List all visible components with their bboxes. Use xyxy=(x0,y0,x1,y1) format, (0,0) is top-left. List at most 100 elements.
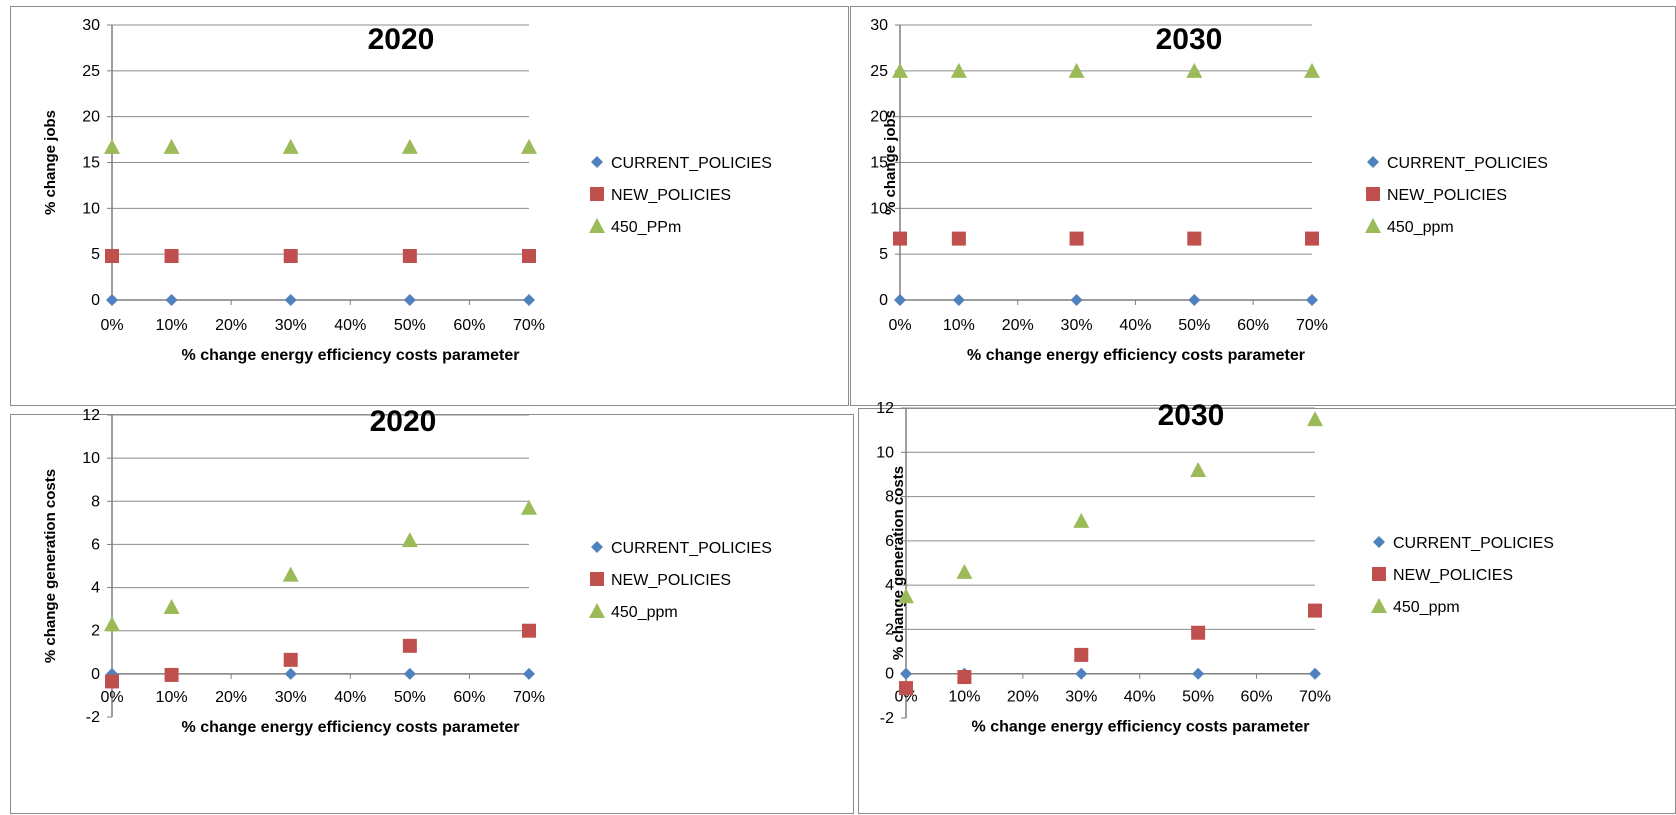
data-point-square xyxy=(283,249,298,263)
x-tick-label: 60% xyxy=(1237,317,1269,334)
y-tick-label: 30 xyxy=(82,17,100,34)
y-tick-label: 20 xyxy=(870,109,888,126)
data-point-square xyxy=(164,667,179,682)
x-axis-label: % change energy efficiency costs paramet… xyxy=(182,347,520,364)
data-point-triangle xyxy=(282,566,299,582)
chart-panel-generation-costs-2020: -2 0 2 4 6 8 10 12 0% 10% 20% 30% 40% 50% 60% 70% % chan… xyxy=(10,405,854,814)
legend-marker-diamond xyxy=(591,541,603,553)
y-tick-label: 4 xyxy=(885,577,894,594)
y-tick-label: -2 xyxy=(880,710,894,727)
x-tick-label: 60% xyxy=(453,689,485,706)
data-point-square xyxy=(283,652,298,667)
legend-marker-square xyxy=(590,187,604,201)
data-point-square xyxy=(951,231,966,246)
data-point-triangle xyxy=(104,616,120,632)
data-point-diamond xyxy=(165,294,178,306)
y-axis-label: % change jobs xyxy=(42,110,59,215)
x-tick-label: 70% xyxy=(1296,317,1328,334)
data-point-diamond xyxy=(894,294,906,306)
data-point-square xyxy=(899,681,913,696)
y-tick-label: 10 xyxy=(870,200,888,217)
y-axis-label: % change generation costs xyxy=(42,469,59,663)
y-tick-label: 0 xyxy=(91,292,100,309)
data-point-triangle xyxy=(521,499,537,515)
y-tick-label: 8 xyxy=(91,493,100,510)
y-tick-label: 15 xyxy=(82,155,100,172)
x-tick-label: 50% xyxy=(1182,689,1214,706)
y-tick-label: 0 xyxy=(879,292,888,309)
y-tick-label: -2 xyxy=(86,709,100,726)
data-point-square xyxy=(105,674,119,689)
chart-panel-generation-costs-2030: -2 0 2 4 6 8 10 12 0% 10% 20% 30% 40% 50% 60% 70%% chan… xyxy=(858,399,1676,814)
x-tick-label: 60% xyxy=(453,317,485,334)
y-tick-label: 10 xyxy=(876,444,894,461)
data-point-diamond xyxy=(952,294,965,306)
legend-marker-triangle xyxy=(589,218,605,233)
x-tick-label: 30% xyxy=(275,317,307,334)
legend-marker-square xyxy=(1372,567,1386,581)
legend-label: NEW_POLICIES xyxy=(1393,567,1513,584)
y-tick-label: 0 xyxy=(91,666,100,683)
data-point-square xyxy=(522,623,536,638)
data-point-triangle xyxy=(1068,62,1085,78)
x-tick-label: 50% xyxy=(394,689,426,706)
legend-marker-square xyxy=(1366,187,1380,201)
legend-marker-diamond xyxy=(1373,536,1385,548)
legend-marker-triangle xyxy=(589,603,605,618)
data-point-triangle xyxy=(1304,62,1320,78)
x-tick-label: 10% xyxy=(156,317,188,334)
legend-marker-square xyxy=(590,572,604,586)
data-point-square xyxy=(164,249,179,263)
chart-title: 2030 xyxy=(1156,23,1223,56)
x-tick-label: 60% xyxy=(1241,689,1273,706)
legend-label: NEW_POLICIES xyxy=(611,572,731,589)
data-point-square xyxy=(1069,231,1084,246)
data-point-triangle xyxy=(892,62,908,78)
legend-label: CURRENT_POLICIES xyxy=(1393,535,1554,552)
legend-label: 450_ppm xyxy=(1393,599,1460,616)
chart-svg: 0 5 10 15 20 25 30 0% 10% 20% 30% 40% 50% 60% 70% % cha… xyxy=(870,17,1548,364)
data-point-triangle xyxy=(1186,62,1203,78)
y-tick-label: 30 xyxy=(870,17,888,34)
legend-marker-triangle xyxy=(1365,218,1381,233)
y-tick-label: 8 xyxy=(885,489,894,506)
legend-label: CURRENT_POLICIES xyxy=(611,155,772,172)
chart-panel-jobs-2030: 0 5 10 15 20 25 30 0% 10% 20% 30% 40% 50% 60% 70% % cha… xyxy=(850,6,1676,406)
data-point-triangle xyxy=(163,598,180,614)
x-tick-label: 40% xyxy=(334,317,366,334)
data-point-square xyxy=(105,249,119,263)
data-point-square xyxy=(402,249,417,263)
data-point-diamond xyxy=(1075,667,1088,680)
data-point-triangle xyxy=(401,138,418,154)
x-tick-label: 30% xyxy=(1065,689,1097,706)
x-axis-label: % change energy efficiency costs paramet… xyxy=(967,347,1305,364)
chart-svg: 0 5 10 15 20 25 30 0% 10% 20% 30% 40% 50% 60% 70% % cha… xyxy=(42,17,772,364)
legend-label: CURRENT_POLICIES xyxy=(611,540,772,557)
data-point-diamond xyxy=(403,294,416,306)
x-tick-label: 50% xyxy=(1178,317,1210,334)
legend-label: NEW_POLICIES xyxy=(1387,187,1507,204)
x-tick-label: 10% xyxy=(156,689,188,706)
legend-label: 450_ppm xyxy=(611,604,678,621)
y-tick-label: 5 xyxy=(91,246,100,263)
x-tick-label: 40% xyxy=(334,689,366,706)
y-tick-label: 12 xyxy=(876,400,894,417)
chart-title: 2020 xyxy=(368,23,435,56)
y-tick-label: 25 xyxy=(82,63,100,80)
y-tick-label: 10 xyxy=(82,200,100,217)
data-point-triangle xyxy=(521,138,537,154)
data-point-diamond xyxy=(284,294,297,306)
data-point-diamond xyxy=(106,667,118,680)
x-tick-label: 30% xyxy=(275,689,307,706)
chart-title: 2020 xyxy=(370,405,437,438)
y-tick-label: 4 xyxy=(91,580,100,597)
data-point-diamond xyxy=(106,294,118,306)
y-tick-label: 5 xyxy=(879,246,888,263)
data-point-square xyxy=(957,670,972,685)
data-point-triangle xyxy=(1073,512,1090,528)
legend-label: 450_PPm xyxy=(611,219,681,236)
data-point-diamond xyxy=(403,667,416,680)
x-axis-label: % change energy efficiency costs paramet… xyxy=(182,719,520,736)
